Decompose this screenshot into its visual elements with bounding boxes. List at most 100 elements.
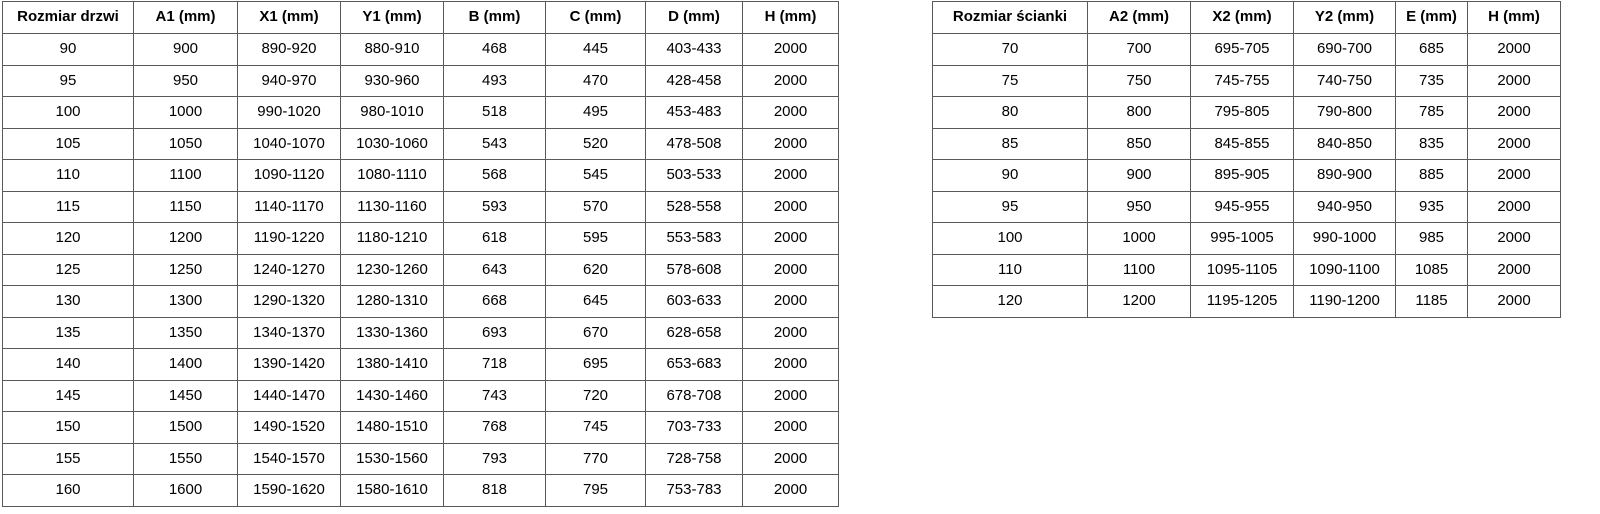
table-row: 120 1200 1195-1205 1190-1200 1185 2000 [932,285,1561,318]
doors-size-cell: 90 [2,33,134,66]
table-cell: 570 [545,190,646,223]
table-cell: 2000 [742,316,839,349]
panels-column-header: H (mm) [1467,1,1561,34]
table-cell: 1530-1560 [340,442,444,475]
table-row: 85 850 845-855 840-850 835 2000 [932,127,1561,160]
table-cell: 2000 [1467,96,1561,129]
table-cell: 1100 [133,159,238,192]
table-row: 135 1350 1340-1370 1330-1360 693 670 628-658 20… [2,316,839,349]
table-cell: 1400 [133,348,238,381]
table-row: 70 700 695-705 690-700 685 2000 [932,33,1561,66]
table-cell: 935 [1395,190,1468,223]
table-cell: 793 [443,442,546,475]
table-cell: 528-558 [645,190,743,223]
table-cell: 678-708 [645,379,743,412]
table-cell: 645 [545,285,646,318]
table-row: 75 750 745-755 740-750 735 2000 [932,64,1561,97]
table-cell: 1350 [133,316,238,349]
table-row: 100 1000 990-1020 980-1010 518 495 453-483 2000 [2,96,839,129]
doors-size-cell: 110 [2,159,134,192]
table-cell: 595 [545,222,646,255]
table-row: 80 800 795-805 790-800 785 2000 [932,96,1561,129]
doors-size-cell: 125 [2,253,134,286]
panels-column-header: E (mm) [1395,1,1468,34]
table-cell: 2000 [1467,159,1561,192]
table-cell: 1230-1260 [340,253,444,286]
table-cell: 1090-1100 [1293,253,1396,286]
table-cell: 2000 [742,348,839,381]
table-row: 140 1400 1390-1420 1380-1410 718 695 653-683 20… [2,348,839,381]
door-dimensions-table: Rozmiar drzwi A1 (mm) X1 (mm) Y1 (mm) B (mm)… [2,1,839,507]
table-cell: 985 [1395,222,1468,255]
panels-column-header: A2 (mm) [1087,1,1191,34]
table-cell: 545 [545,159,646,192]
table-cell: 2000 [1467,127,1561,160]
doors-size-cell: 135 [2,316,134,349]
table-cell: 543 [443,127,546,160]
table-row: 150 1500 1490-1520 1480-1510 768 745 703-733 20… [2,411,839,444]
table-cell: 900 [1087,159,1191,192]
table-cell: 1040-1070 [237,127,341,160]
table-cell: 728-758 [645,442,743,475]
table-cell: 1500 [133,411,238,444]
table-cell: 2000 [1467,33,1561,66]
table-cell: 890-900 [1293,159,1396,192]
panels-size-cell: 95 [932,190,1088,223]
table-cell: 930-960 [340,64,444,97]
panels-size-cell: 100 [932,222,1088,255]
table-cell: 1030-1060 [340,127,444,160]
table-cell: 1150 [133,190,238,223]
table-cell: 880-910 [340,33,444,66]
table-cell: 643 [443,253,546,286]
table-cell: 695 [545,348,646,381]
doors-size-cell: 120 [2,222,134,255]
table-row: 130 1300 1290-1320 1280-1310 668 645 603-633 20… [2,285,839,318]
table-row: 95 950 940-970 930-960 493 470 428-458 2000 [2,64,839,97]
table-cell: 1090-1120 [237,159,341,192]
table-cell: 950 [133,64,238,97]
table-cell: 2000 [742,159,839,192]
panel-dimensions-table: Rozmiar ścianki A2 (mm) X2 (mm) Y2 (mm) E (m… [932,1,1561,318]
door-table-body: 90 900 890-920 880-910 468 445 403-433 2000 95 95… [2,33,839,507]
table-cell: 2000 [1467,285,1561,318]
table-cell: 1450 [133,379,238,412]
table-cell: 795-805 [1190,96,1294,129]
table-cell: 1590-1620 [237,474,341,507]
table-cell: 950 [1087,190,1191,223]
table-cell: 753-783 [645,474,743,507]
table-cell: 1130-1160 [340,190,444,223]
table-cell: 493 [443,64,546,97]
table-cell: 1085 [1395,253,1468,286]
table-cell: 845-855 [1190,127,1294,160]
table-cell: 2000 [742,379,839,412]
table-cell: 835 [1395,127,1468,160]
table-cell: 2000 [742,190,839,223]
table-cell: 1340-1370 [237,316,341,349]
table-cell: 628-658 [645,316,743,349]
table-cell: 503-533 [645,159,743,192]
table-cell: 2000 [742,127,839,160]
table-cell: 2000 [742,442,839,475]
table-cell: 818 [443,474,546,507]
table-cell: 768 [443,411,546,444]
panels-column-header: X2 (mm) [1190,1,1294,34]
table-row: 95 950 945-955 940-950 935 2000 [932,190,1561,223]
table-row: 100 1000 995-1005 990-1000 985 2000 [932,222,1561,255]
table-cell: 1290-1320 [237,285,341,318]
table-cell: 940-950 [1293,190,1396,223]
doors-column-header: A1 (mm) [133,1,238,34]
table-cell: 468 [443,33,546,66]
doors-column-header: Rozmiar drzwi [2,1,134,34]
table-cell: 1140-1170 [237,190,341,223]
doors-size-cell: 115 [2,190,134,223]
table-cell: 750 [1087,64,1191,97]
table-cell: 2000 [742,33,839,66]
table-cell: 2000 [1467,64,1561,97]
panel-table-header: Rozmiar ścianki A2 (mm) X2 (mm) Y2 (mm) E (m… [932,1,1561,34]
table-cell: 2000 [742,474,839,507]
table-cell: 685 [1395,33,1468,66]
panels-size-cell: 75 [932,64,1088,97]
table-cell: 445 [545,33,646,66]
table-cell: 720 [545,379,646,412]
table-header-row: Rozmiar ścianki A2 (mm) X2 (mm) Y2 (mm) E (m… [932,1,1561,34]
